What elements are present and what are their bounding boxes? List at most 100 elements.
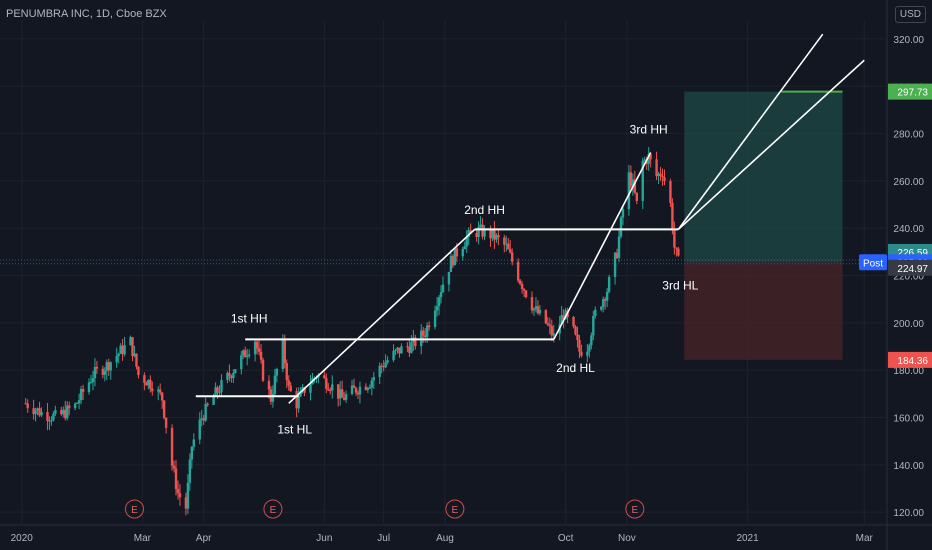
position-zones[interactable] bbox=[0, 91, 886, 360]
price-label: 297.73 bbox=[897, 88, 928, 99]
y-tick-label: 200.00 bbox=[893, 319, 924, 330]
pattern-label: 1st HH bbox=[231, 312, 268, 326]
candle-body bbox=[135, 353, 138, 367]
candle-body bbox=[497, 235, 500, 238]
candle-body bbox=[590, 335, 593, 346]
candle-body bbox=[562, 315, 565, 320]
post-tag: Post bbox=[863, 258, 883, 269]
earnings-marker[interactable] bbox=[263, 499, 283, 519]
trend-line[interactable] bbox=[677, 33, 824, 230]
candle-body bbox=[342, 397, 346, 400]
candle-body bbox=[414, 337, 417, 347]
trend-line[interactable] bbox=[288, 228, 476, 404]
candle-body bbox=[247, 354, 251, 356]
candle-body bbox=[603, 299, 607, 301]
post-tag-bg bbox=[859, 254, 887, 271]
candle-body bbox=[617, 236, 621, 259]
candle-body bbox=[24, 403, 27, 405]
candle-body bbox=[449, 256, 453, 272]
candle-body bbox=[68, 405, 71, 409]
candle-body bbox=[398, 347, 401, 354]
candle-body bbox=[281, 339, 285, 369]
x-tick-label: Mar bbox=[134, 533, 152, 544]
candle-body bbox=[601, 299, 605, 307]
pattern-label: 2nd HL bbox=[556, 361, 595, 375]
y-axis[interactable]: 120.00 140.00 160.00 180.00 200.00 220.00 240.… bbox=[859, 0, 932, 550]
trend-line[interactable] bbox=[553, 152, 652, 340]
candle-body bbox=[89, 382, 93, 384]
candle-body bbox=[655, 159, 658, 177]
candle-body bbox=[329, 390, 332, 392]
candle-body bbox=[463, 246, 466, 250]
candles bbox=[24, 146, 680, 516]
candle-body bbox=[677, 248, 680, 256]
candle-body bbox=[178, 493, 182, 498]
candle-body bbox=[394, 349, 397, 351]
candle-body bbox=[392, 350, 395, 361]
candle-body bbox=[216, 387, 219, 393]
candle-body bbox=[336, 384, 340, 399]
candle-body bbox=[576, 334, 579, 341]
candle-body bbox=[663, 177, 666, 182]
y-tick-label: 180.00 bbox=[893, 366, 924, 377]
drawings[interactable] bbox=[195, 33, 865, 404]
candle-body bbox=[244, 350, 247, 358]
candle-body bbox=[530, 297, 534, 311]
earnings-marker[interactable] bbox=[124, 499, 144, 519]
candle-body bbox=[491, 228, 494, 239]
candle-body bbox=[186, 482, 190, 509]
symbol-legend[interactable]: PENUMBRA INC, 1D, Cboe BZX bbox=[6, 8, 167, 20]
candle-body bbox=[145, 382, 148, 386]
candle-body bbox=[386, 360, 389, 363]
candle-body bbox=[659, 173, 662, 176]
candle-body bbox=[560, 315, 563, 325]
candle-body bbox=[669, 181, 672, 203]
candle-body bbox=[38, 408, 41, 416]
candle-body bbox=[162, 400, 166, 418]
candle-body bbox=[64, 409, 67, 419]
earnings-marker[interactable] bbox=[625, 499, 645, 519]
candle-body bbox=[422, 330, 425, 336]
earnings-marker-label: E bbox=[631, 505, 638, 516]
candle-body bbox=[396, 347, 399, 350]
candle-body bbox=[479, 224, 482, 227]
x-tick-label: Apr bbox=[196, 533, 212, 544]
candle-body bbox=[354, 387, 358, 393]
candle-body bbox=[275, 368, 279, 376]
annotations: 1st HH 1st HL 2nd HH 2nd HL 3rd HH 3rd HL bbox=[231, 122, 699, 436]
candle-body bbox=[372, 377, 375, 381]
currency-button[interactable]: USD bbox=[894, 6, 926, 23]
candle-body bbox=[380, 365, 383, 367]
x-axis[interactable]: 2020 Mar Apr Jun Jul Aug Oct Nov 2021 Mar bbox=[0, 524, 932, 544]
candle-body bbox=[548, 324, 551, 326]
candle-body bbox=[378, 365, 381, 378]
candle-body bbox=[240, 355, 243, 370]
profit-zone[interactable] bbox=[684, 91, 843, 263]
candle-body bbox=[344, 394, 348, 400]
candle-body bbox=[271, 393, 275, 402]
earnings-marker[interactable] bbox=[445, 499, 465, 519]
candle-body bbox=[176, 489, 180, 494]
candle-body bbox=[253, 341, 257, 355]
candle-body bbox=[493, 228, 496, 240]
candle-body bbox=[572, 316, 575, 327]
candle-body bbox=[631, 179, 635, 187]
candle-body bbox=[580, 351, 583, 356]
loss-zone[interactable] bbox=[684, 262, 843, 360]
trend-line[interactable] bbox=[677, 59, 865, 231]
candle-body bbox=[267, 380, 271, 390]
candle-body bbox=[299, 391, 302, 397]
x-tick-label: Jun bbox=[316, 533, 332, 544]
candle-body bbox=[588, 345, 591, 352]
candle-body bbox=[364, 386, 368, 390]
candle-body bbox=[327, 388, 330, 391]
candle-body bbox=[461, 249, 464, 257]
candle-body bbox=[406, 346, 409, 348]
candle-body bbox=[550, 325, 553, 336]
candle-body bbox=[164, 417, 168, 428]
candle-body bbox=[368, 387, 372, 389]
candle-body bbox=[469, 230, 472, 233]
candle-body bbox=[309, 384, 312, 393]
